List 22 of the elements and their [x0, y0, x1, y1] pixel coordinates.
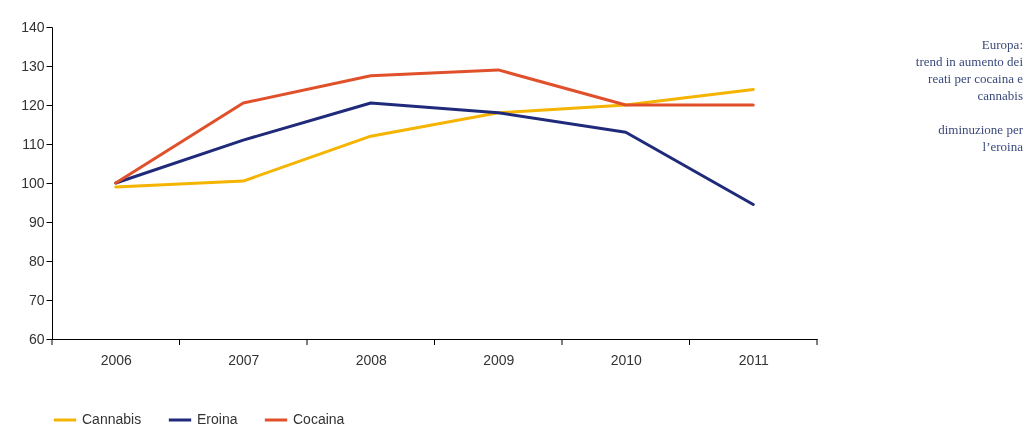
y-tick-label: 120: [21, 96, 45, 113]
y-tick-label: 90: [28, 213, 45, 230]
y-tick-label: 80: [28, 252, 45, 269]
y-tick-label: 140: [21, 18, 45, 35]
x-tick-label: 2011: [738, 351, 770, 368]
x-tick-label: 2008: [355, 351, 388, 368]
line-series: [114, 68, 755, 185]
x-tick-label: 2010: [610, 351, 643, 368]
line-series: [114, 87, 755, 189]
y-tick-label: 110: [22, 135, 45, 152]
x-tick-label: 2009: [483, 351, 515, 368]
y-tick-label: 100: [21, 174, 45, 191]
y-tick-label: 60: [28, 330, 45, 347]
text: Europa: trend in aumento dei reati per cocaina e cannabis: [914, 36, 1023, 104]
legend-label: Cannabis: [82, 411, 142, 427]
x-tick-label: 2006: [100, 351, 133, 368]
x-tick-label: 2007: [228, 351, 260, 368]
y-tick-label: 70: [28, 291, 45, 308]
legend-label: Eroina: [197, 411, 238, 427]
text: diminuzione per l’eroina: [937, 121, 1023, 155]
y-tick-label: 130: [21, 57, 45, 74]
legend-label: Cocaina: [293, 411, 345, 427]
